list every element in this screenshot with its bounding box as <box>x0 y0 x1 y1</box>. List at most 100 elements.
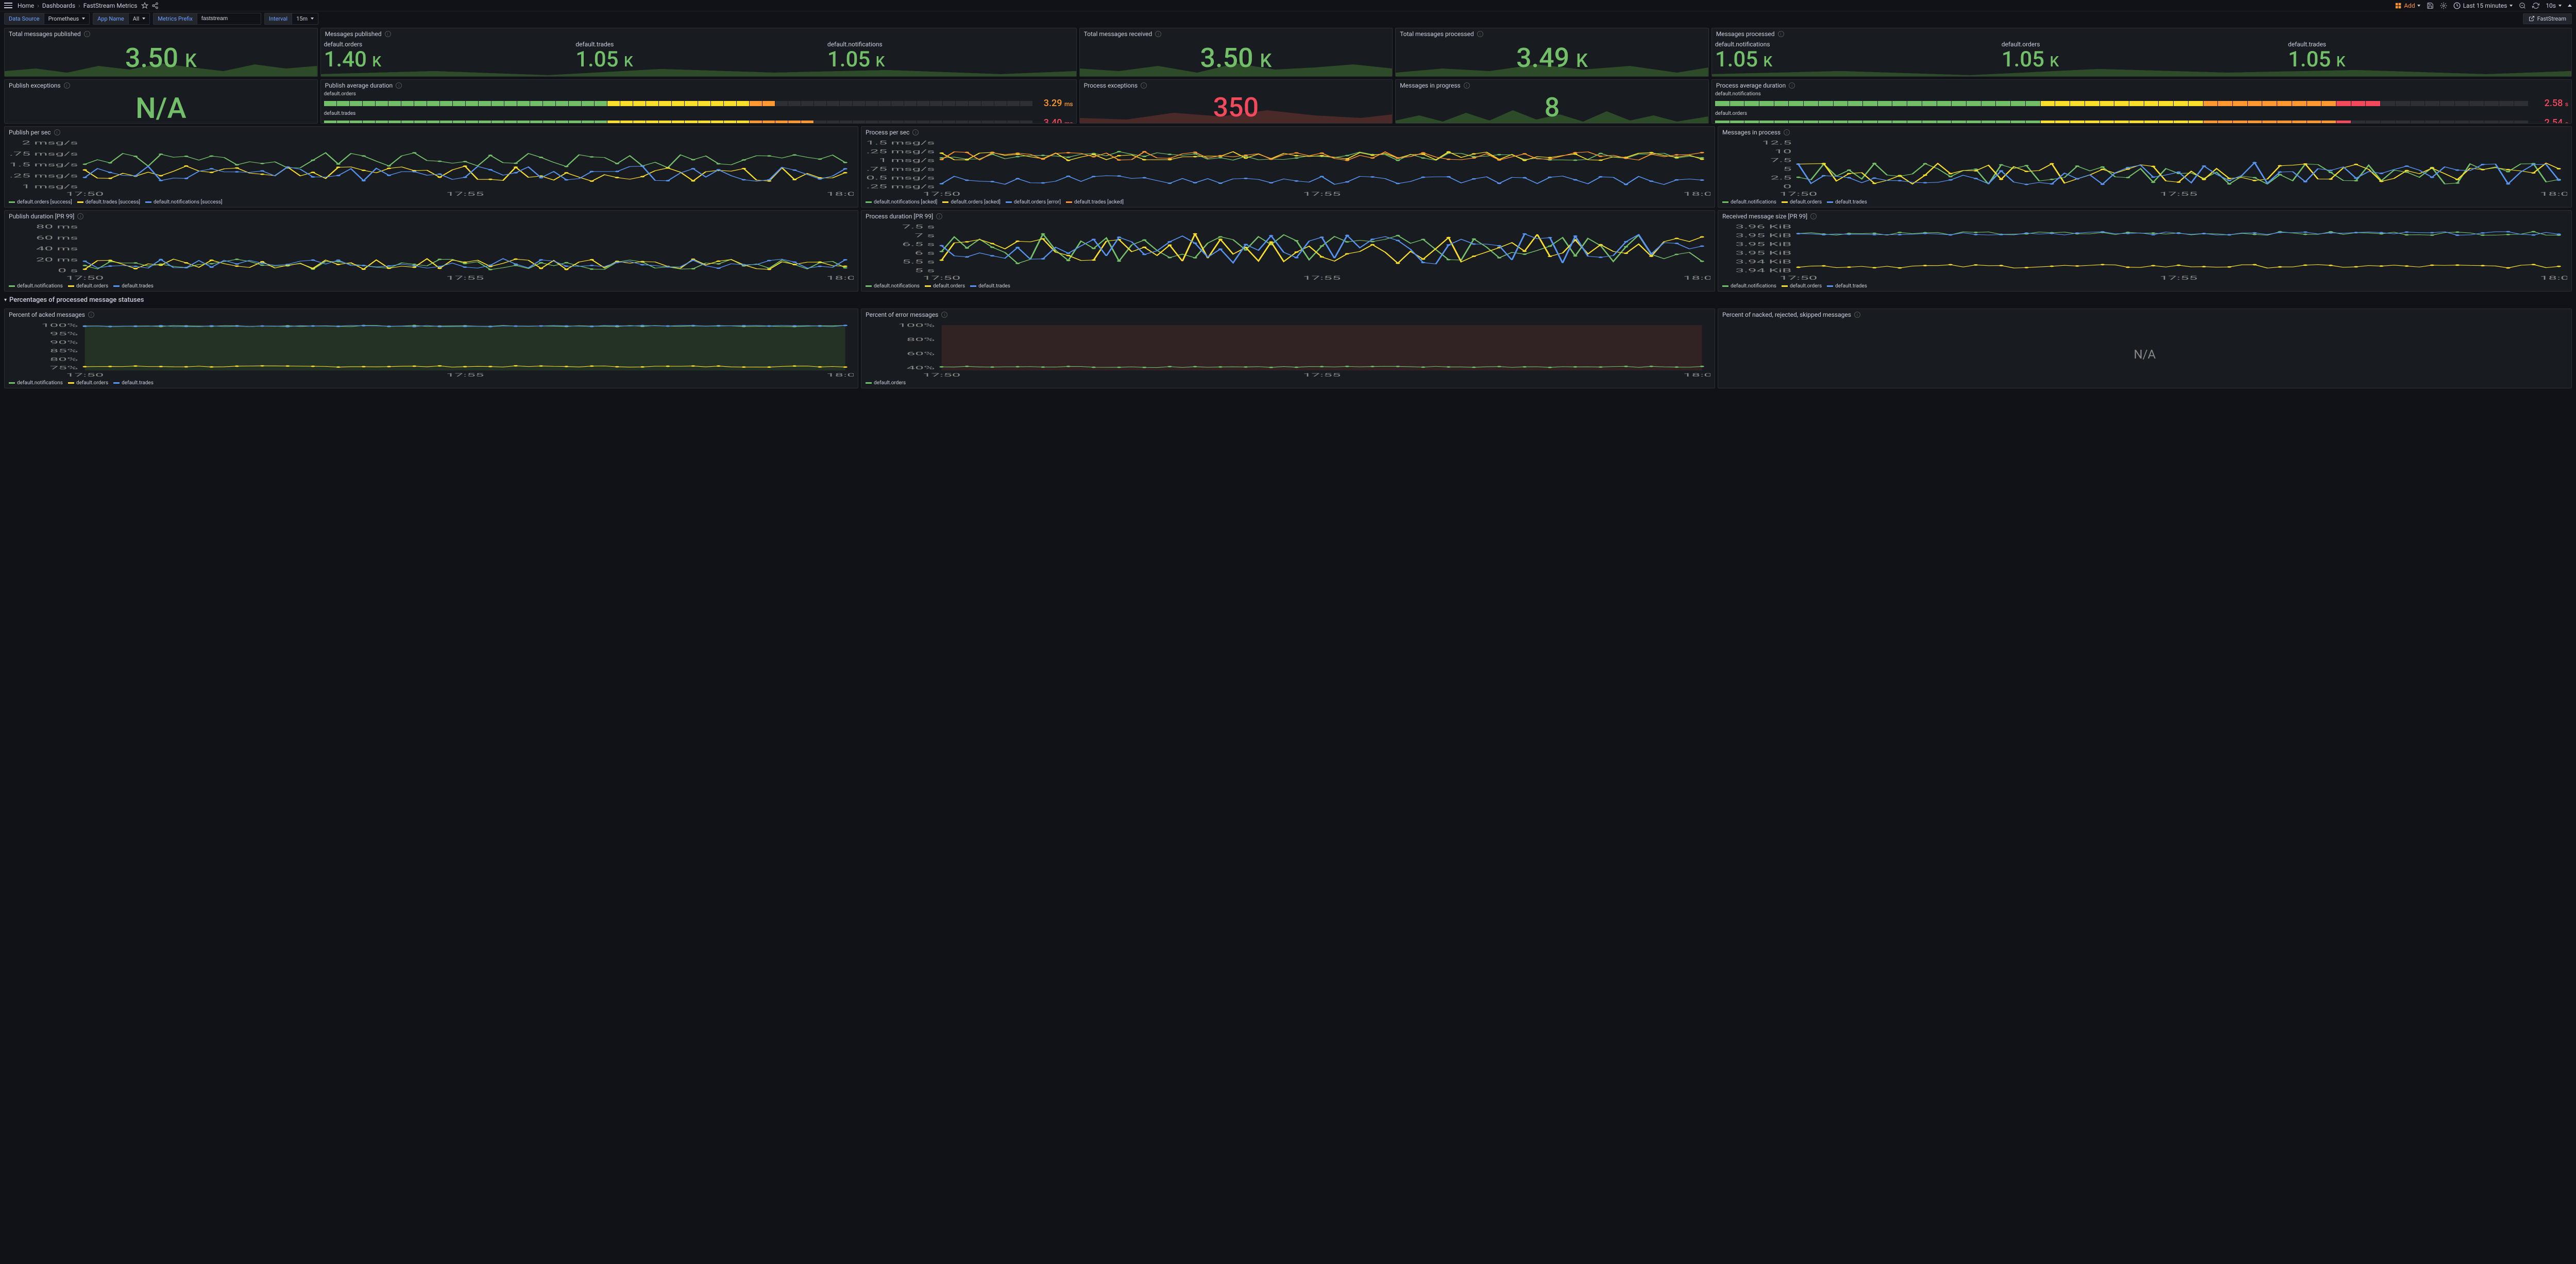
info-icon[interactable]: i <box>936 213 942 219</box>
datasource-select[interactable]: Prometheus <box>44 13 90 25</box>
panel-publish-exceptions[interactable]: Publish exceptionsi N/A <box>4 79 318 124</box>
timerange-button[interactable]: Last 15 minutes <box>2453 2 2513 9</box>
legend-item[interactable]: default.trades <box>1827 283 1867 289</box>
zoom-out-icon[interactable] <box>2519 2 2526 9</box>
panel-title: Received message size [PR 99] <box>1722 213 1807 220</box>
panel-title: Process per sec <box>866 129 909 136</box>
panel-percent-acked[interactable]: Percent of acked messagesi 100%95%90%85%… <box>4 309 858 388</box>
save-icon[interactable] <box>2427 2 2434 9</box>
legend-item[interactable]: default.notifications <box>9 380 63 386</box>
legend-item[interactable]: default.trades <box>1827 199 1867 205</box>
panel-publish-avg-duration[interactable]: Publish average durationi default.orders… <box>320 79 1077 124</box>
legend-item[interactable]: default.trades <box>113 283 154 289</box>
panel-messages-in-progress[interactable]: Messages in progressi 8 <box>1395 79 1709 124</box>
info-icon[interactable]: i <box>1464 82 1470 89</box>
svg-text:18:00: 18:00 <box>2540 275 2567 280</box>
legend-item[interactable]: default.trades [success] <box>77 199 140 205</box>
gauge-item: default.trades 3.40 ms <box>324 111 1073 124</box>
share-icon[interactable] <box>151 2 159 9</box>
info-icon[interactable]: i <box>1810 213 1817 219</box>
info-icon[interactable]: i <box>1854 312 1860 318</box>
info-icon[interactable]: i <box>912 129 919 135</box>
panel-process-per-sec[interactable]: Process per seci 1.5 msg/s1.25 msg/s1 ms… <box>861 126 1715 208</box>
add-button[interactable]: Add <box>2395 2 2420 9</box>
svg-text:17:50: 17:50 <box>66 191 104 196</box>
info-icon[interactable]: i <box>1155 31 1161 37</box>
legend-item[interactable]: default.orders [error] <box>1006 199 1061 205</box>
svg-text:7 s: 7 s <box>914 233 935 238</box>
prefix-input[interactable] <box>197 13 261 25</box>
legend-item[interactable]: default.trades [acked] <box>1066 199 1124 205</box>
breadcrumb-dashboards[interactable]: Dashboards <box>42 2 75 9</box>
gauge-bar <box>324 121 1033 124</box>
legend-item[interactable]: default.orders <box>1782 283 1822 289</box>
panel-total-processed[interactable]: Total messages processedi 3.49 K <box>1395 28 1709 77</box>
legend-item[interactable]: default.notifications <box>1722 283 1776 289</box>
stat-value: 3.50 K <box>1200 42 1272 74</box>
panel-title: Process average duration <box>1716 82 1786 89</box>
star-icon[interactable] <box>141 2 148 9</box>
svg-text:12.5: 12.5 <box>1762 140 1792 146</box>
legend-item[interactable]: default.orders [success] <box>9 199 72 205</box>
panel-publish-duration[interactable]: Publish duration [PR 99]i 80 ms60 ms40 m… <box>4 210 858 292</box>
legend-item[interactable]: default.orders <box>68 380 108 386</box>
info-icon[interactable]: i <box>54 129 60 135</box>
external-link-icon <box>2529 15 2535 22</box>
legend-item[interactable]: default.notifications [acked] <box>866 199 937 205</box>
panel-messages-processed[interactable]: Messages processedi default.notification… <box>1711 28 2572 77</box>
panel-messages-published[interactable]: Messages publishedi default.orders 1.40 … <box>320 28 1077 77</box>
info-icon[interactable]: i <box>1784 129 1790 135</box>
svg-text:95%: 95% <box>50 331 78 337</box>
interval-select[interactable]: 15m <box>292 13 318 25</box>
info-icon[interactable]: i <box>941 312 947 318</box>
info-icon[interactable]: i <box>64 82 70 89</box>
svg-text:18:00: 18:00 <box>1683 275 1710 280</box>
panel-process-exceptions[interactable]: Process exceptionsi 350 <box>1079 79 1393 124</box>
info-icon[interactable]: i <box>1778 31 1784 37</box>
panel-percent-nacked[interactable]: Percent of nacked, rejected, skipped mes… <box>1718 309 2572 388</box>
menu-icon[interactable] <box>4 2 12 10</box>
info-icon[interactable]: i <box>77 213 83 219</box>
legend-item[interactable]: default.orders <box>866 380 906 386</box>
legend-item[interactable]: default.notifications <box>866 283 920 289</box>
panel-percent-error[interactable]: Percent of error messagesi 100%80%60%40%… <box>861 309 1715 388</box>
legend-item[interactable]: default.orders <box>68 283 108 289</box>
info-icon[interactable]: i <box>385 31 391 37</box>
legend-item[interactable]: default.notifications <box>9 283 63 289</box>
appname-label: App Name <box>93 13 128 25</box>
top-bar: Home › Dashboards › FastStream Metrics A… <box>0 0 2576 11</box>
panel-received-size[interactable]: Received message size [PR 99]i 3.96 KiB3… <box>1718 210 2572 292</box>
panel-publish-per-sec[interactable]: Publish per seci 2 msg/s1.75 msg/s1.5 ms… <box>4 126 858 208</box>
panel-total-received[interactable]: Total messages receivedi 3.50 K <box>1079 28 1393 77</box>
faststream-link-button[interactable]: FastStream <box>2523 13 2572 24</box>
info-icon[interactable]: i <box>396 82 402 89</box>
legend-item[interactable]: default.trades <box>970 283 1010 289</box>
refresh-interval-button[interactable]: 10s <box>2546 2 2562 9</box>
section-toggle[interactable]: ▸ Percentages of processed message statu… <box>4 294 2572 306</box>
panel-process-avg-duration[interactable]: Process average durationi default.notifi… <box>1711 79 2572 124</box>
chevron-up-icon[interactable] <box>2568 4 2572 7</box>
chevron-down-icon: ▸ <box>3 299 8 301</box>
info-icon[interactable]: i <box>1141 82 1147 89</box>
svg-text:1.5 msg/s: 1.5 msg/s <box>866 140 935 146</box>
legend-item[interactable]: default.trades <box>113 380 154 386</box>
gauge-label: default.trades <box>324 111 1073 116</box>
info-icon[interactable]: i <box>88 312 94 318</box>
appname-select[interactable]: All <box>128 13 150 25</box>
refresh-icon[interactable] <box>2532 2 2539 9</box>
breadcrumb-home[interactable]: Home <box>18 2 34 9</box>
info-icon[interactable]: i <box>1789 82 1795 89</box>
legend-item[interactable]: default.notifications [success] <box>145 199 223 205</box>
svg-text:17:55: 17:55 <box>446 275 484 280</box>
legend-item[interactable]: default.orders <box>925 283 965 289</box>
legend-item[interactable]: default.orders [acked] <box>942 199 1001 205</box>
variable-bar: Data Source Prometheus App Name All Metr… <box>0 11 2576 26</box>
panel-process-duration[interactable]: Process duration [PR 99]i 7.5 s7 s6.5 s6… <box>861 210 1715 292</box>
panel-messages-in-process[interactable]: Messages in processi 12.5107.552.5017:50… <box>1718 126 2572 208</box>
legend-item[interactable]: default.orders <box>1782 199 1822 205</box>
panel-total-published[interactable]: Total messages publishedi 3.50 K <box>4 28 318 77</box>
gear-icon[interactable] <box>2440 2 2447 9</box>
legend-item[interactable]: default.notifications <box>1722 199 1776 205</box>
info-icon[interactable]: i <box>1477 31 1483 37</box>
info-icon[interactable]: i <box>84 31 90 37</box>
